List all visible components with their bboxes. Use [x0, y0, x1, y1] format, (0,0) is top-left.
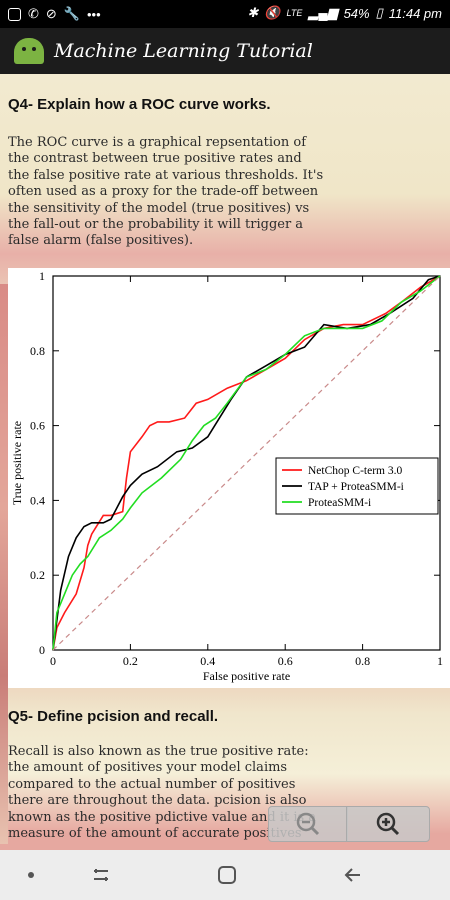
- wrench-icon: 🔧: [63, 6, 80, 21]
- roc-chart-svg: 0 0.2 0.4 0.6 0.8 1 0 0.2 0.4 0.6 0.8 1 False posit…: [10, 269, 443, 683]
- y-axis-label: True positive rate: [10, 421, 24, 505]
- zoom-in-button[interactable]: [346, 806, 430, 842]
- q5-line: known as the positive pdictive value and…: [8, 809, 317, 825]
- y-tick-label: 0: [39, 643, 45, 657]
- series-line: [52, 275, 441, 651]
- image-notification-icon: [8, 7, 21, 21]
- zoom-out-button[interactable]: [268, 806, 348, 842]
- chart-legend: NetChop C-term 3.0 TAP + ProteaSMM-i Prote…: [275, 457, 439, 515]
- q5-line: there are throughout the data. pcision i…: [8, 793, 307, 809]
- legend-label: NetChop C-term 3.0: [308, 465, 402, 477]
- home-button[interactable]: [212, 862, 242, 888]
- zoom-in-icon: [376, 812, 400, 836]
- decorative-stripe: [0, 284, 8, 844]
- q5-paragraph: Recall is also known as the true positiv…: [8, 744, 438, 842]
- series-line: [52, 275, 441, 651]
- whatsapp-icon: ✆: [28, 6, 39, 21]
- app-bar: Machine Learning Tutorial: [0, 28, 450, 74]
- y-tick-label: 0.6: [30, 419, 45, 433]
- legend-box: [275, 457, 439, 515]
- roc-chart: 0 0.2 0.4 0.6 0.8 1 0 0.2 0.4 0.6 0.8 1 False posit…: [8, 268, 450, 688]
- signal-blocked-icon: ⊘: [45, 6, 57, 21]
- legend-label: ProteaSMM-i: [308, 497, 371, 509]
- battery-percent: 54%: [343, 5, 370, 21]
- q4-line: often used as a proxy for the trade-off …: [8, 184, 319, 200]
- y-tick-label: 1: [39, 269, 45, 283]
- q4-line: the sensitivity of the model (true posit…: [8, 200, 310, 216]
- q4-heading: Q4- Explain how a ROC curve works.: [8, 96, 271, 113]
- q5-line: Recall is also known as the true positiv…: [8, 744, 309, 759]
- home-icon: [218, 866, 236, 884]
- battery-icon: ▯: [375, 5, 383, 20]
- network-label: LTE: [286, 8, 303, 18]
- x-axis-label: False positive rate: [203, 669, 290, 683]
- q4-line: the false positive rate at various thres…: [8, 167, 324, 183]
- content-scroll-area[interactable]: Q4- Explain how a ROC curve works. The R…: [0, 74, 450, 850]
- x-tick-label: 0.8: [355, 654, 370, 668]
- q5-heading: Q5- Define pcision and recall.: [8, 708, 219, 725]
- signal-icon: ▂▄▆: [308, 5, 338, 20]
- q5-line: compared to the actual number of positiv…: [8, 776, 296, 792]
- y-tick-label: 0.4: [30, 493, 45, 507]
- q4-line: the fall-out or the probability it will …: [8, 217, 304, 233]
- q4-line: false alarm (false positives).: [8, 233, 194, 249]
- back-arrow-icon: [344, 868, 360, 882]
- x-tick-label: 0.4: [200, 654, 215, 668]
- plot-frame: [52, 275, 441, 651]
- system-nav-bar: [0, 850, 450, 900]
- x-tick-label: 1: [437, 654, 443, 668]
- q4-line: The ROC curve is a graphical repsentatio…: [8, 135, 307, 150]
- recents-button[interactable]: [86, 862, 116, 888]
- bluetooth-icon: ✱: [247, 5, 259, 20]
- nav-dot-button[interactable]: [16, 862, 46, 888]
- q4-paragraph: The ROC curve is a graphical repsentatio…: [8, 135, 438, 250]
- mute-icon: 🔇: [264, 5, 281, 20]
- back-button[interactable]: [338, 862, 368, 888]
- x-tick-label: 0: [50, 654, 56, 668]
- zoom-out-icon: [296, 812, 320, 836]
- dot-icon: [28, 872, 34, 878]
- x-tick-label: 0.6: [278, 654, 293, 668]
- status-bar: ✆ ⊘ 🔧 ••• ✱ 🔇 LTE ▂▄▆ 54% ▯ 11:44 pm: [0, 0, 450, 28]
- series-line: [52, 275, 441, 651]
- y-tick-label: 0.8: [30, 344, 45, 358]
- q5-line: measure of the amount of accurate positi…: [8, 826, 302, 842]
- clock: 11:44 pm: [388, 5, 442, 21]
- app-title: Machine Learning Tutorial: [54, 40, 313, 62]
- legend-label: TAP + ProteaSMM-i: [308, 481, 404, 493]
- android-logo-icon: [14, 38, 44, 64]
- y-tick-label: 0.2: [30, 568, 45, 582]
- x-tick-label: 0.2: [123, 654, 138, 668]
- q4-line: the contrast between true positive rates…: [8, 151, 302, 167]
- q5-line: the amount of positives your model claim…: [8, 760, 288, 776]
- more-dots-icon: •••: [87, 6, 101, 22]
- recents-icon: [94, 869, 108, 881]
